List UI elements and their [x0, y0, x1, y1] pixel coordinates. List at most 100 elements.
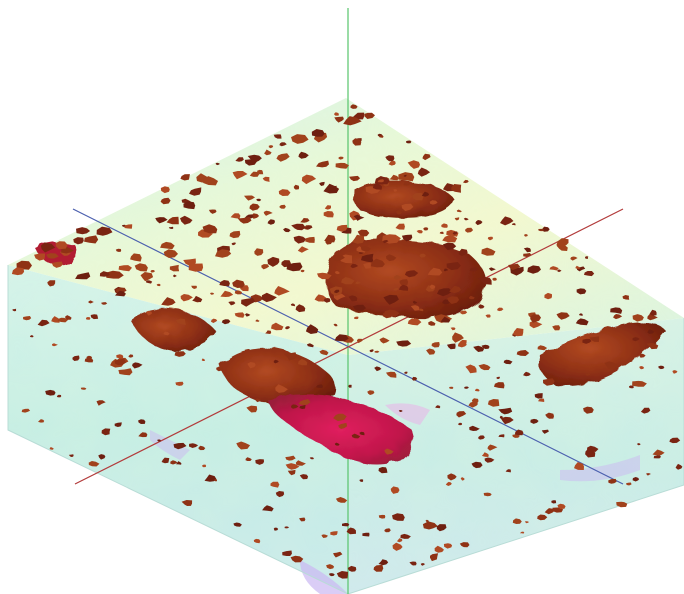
speckle	[202, 464, 207, 468]
speckle	[463, 179, 469, 184]
speckle	[232, 279, 245, 288]
speckle	[245, 313, 251, 317]
speckle	[423, 227, 429, 231]
speckle	[246, 405, 258, 413]
speckle	[160, 186, 170, 194]
speckle	[604, 361, 619, 369]
speckle	[452, 332, 464, 343]
speckle	[319, 349, 329, 356]
speckle	[512, 518, 522, 524]
speckle	[128, 354, 134, 358]
speckle	[270, 481, 280, 488]
speckle	[286, 262, 303, 272]
speckle	[305, 225, 313, 230]
speckle	[189, 187, 202, 196]
speckle	[291, 134, 309, 144]
speckle	[183, 258, 196, 266]
speckle	[247, 362, 256, 369]
left-blob	[130, 308, 215, 352]
speckle	[669, 437, 681, 444]
speckle	[180, 174, 190, 181]
speckle	[498, 407, 513, 415]
speckle	[191, 285, 197, 289]
speckle	[637, 443, 641, 446]
speckle	[359, 431, 365, 436]
speckle	[524, 521, 529, 524]
speckle	[34, 253, 46, 261]
speckle	[247, 154, 262, 163]
speckle	[469, 267, 479, 272]
speckle	[404, 270, 419, 278]
speckle	[285, 326, 290, 330]
speckle	[378, 559, 389, 566]
speckle	[583, 406, 594, 414]
speckle	[500, 216, 514, 226]
speckle	[431, 342, 440, 348]
speckle	[487, 444, 498, 451]
speckle	[508, 263, 521, 271]
speckle	[383, 240, 389, 244]
speckle	[348, 384, 352, 388]
speckle	[392, 542, 403, 551]
speckle	[88, 461, 100, 467]
speckle	[291, 223, 306, 231]
speckle	[101, 428, 111, 436]
speckle	[537, 514, 548, 521]
speckle	[118, 265, 132, 272]
speckle	[326, 564, 335, 570]
speckle	[422, 521, 438, 530]
speckle	[557, 503, 566, 509]
speckle	[409, 561, 417, 566]
speckles	[11, 104, 683, 579]
speckle	[368, 183, 374, 187]
speckle	[105, 270, 124, 279]
speckle	[458, 339, 467, 346]
speckle	[575, 318, 589, 326]
speckle	[333, 413, 347, 422]
speckle	[183, 201, 196, 210]
speckle	[215, 162, 220, 166]
volume-box	[7, 98, 684, 594]
speckle	[647, 313, 658, 321]
speckle	[230, 213, 241, 219]
speckle	[372, 182, 383, 190]
speckle	[168, 226, 174, 229]
speckle	[639, 366, 644, 370]
speckle	[468, 401, 479, 408]
speckle	[180, 294, 193, 302]
speckle	[511, 223, 516, 226]
speckle	[632, 337, 640, 342]
speckle	[249, 171, 260, 177]
speckle	[449, 386, 454, 389]
speckle	[175, 381, 184, 386]
speckle	[613, 314, 623, 320]
speckle	[261, 264, 270, 270]
speckle	[234, 312, 245, 318]
speckle	[437, 288, 452, 297]
speckle	[334, 116, 344, 123]
speckle	[255, 459, 264, 465]
speckle	[373, 564, 384, 572]
speckle	[484, 457, 495, 463]
speckle	[170, 460, 178, 465]
speckle	[524, 234, 528, 237]
speckle	[481, 344, 490, 349]
speckle	[334, 270, 340, 275]
speckle	[363, 262, 371, 269]
speckle	[530, 314, 541, 323]
speckle	[298, 399, 311, 405]
speckle	[450, 327, 456, 331]
speckle	[299, 474, 309, 480]
speckle	[138, 432, 148, 438]
speckle	[443, 543, 453, 549]
speckle	[300, 269, 305, 273]
speckle	[274, 286, 290, 296]
speckle	[336, 571, 348, 579]
speckle	[401, 203, 414, 211]
speckle	[295, 304, 306, 313]
speckle	[412, 300, 418, 304]
speckle	[407, 318, 422, 326]
speckle	[214, 479, 217, 482]
speckle	[478, 304, 485, 309]
speckle	[574, 462, 584, 470]
